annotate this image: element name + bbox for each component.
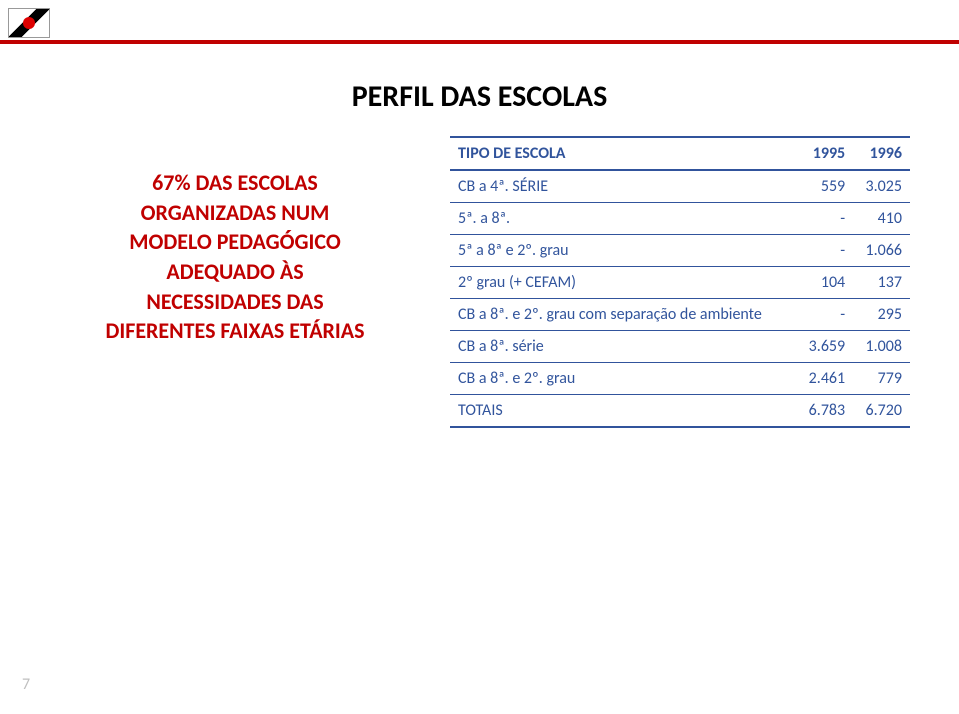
- cell-1995: 559: [796, 170, 853, 203]
- table-row-totals: TOTAIS 6.783 6.720: [450, 395, 910, 428]
- table-row: CB a 8ª. série 3.659 1.008: [450, 331, 910, 363]
- cell-1996: 410: [853, 203, 910, 235]
- state-flag-logo: [8, 8, 50, 38]
- cell-1995: -: [796, 299, 853, 331]
- col-header-1996: 1996: [853, 137, 910, 170]
- table-row: CB a 8ª. e 2º. grau 2.461 779: [450, 363, 910, 395]
- table-row: 5ª. a 8ª. - 410: [450, 203, 910, 235]
- cell-1996: 137: [853, 267, 910, 299]
- cell-type: 5ª a 8ª e 2º. grau: [450, 235, 796, 267]
- page-title: PERFIL DAS ESCOLAS: [0, 78, 959, 115]
- col-header-type: TIPO DE ESCOLA: [450, 137, 796, 170]
- left-line: MODELO PEDAGÓGICO: [70, 227, 400, 257]
- cell-1996: 3.025: [853, 170, 910, 203]
- table-row: CB a 8ª. e 2º. grau com separação de amb…: [450, 299, 910, 331]
- left-line: NECESSIDADES DAS: [70, 287, 400, 317]
- left-line: 67% DAS ESCOLAS: [70, 168, 400, 198]
- cell-type: 2º grau (+ CEFAM): [450, 267, 796, 299]
- cell-1995: -: [796, 203, 853, 235]
- cell-type: CB a 8ª. série: [450, 331, 796, 363]
- table-row: 2º grau (+ CEFAM) 104 137: [450, 267, 910, 299]
- page-number: 7: [22, 675, 30, 694]
- cell-1996: 295: [853, 299, 910, 331]
- cell-1995: 6.783: [796, 395, 853, 428]
- cell-1996: 1.066: [853, 235, 910, 267]
- school-type-table: TIPO DE ESCOLA 1995 1996 CB a 4ª. SÉRIE …: [450, 136, 910, 428]
- cell-1995: 104: [796, 267, 853, 299]
- cell-1995: 3.659: [796, 331, 853, 363]
- table-row: 5ª a 8ª e 2º. grau - 1.066: [450, 235, 910, 267]
- cell-type: TOTAIS: [450, 395, 796, 428]
- cell-1995: 2.461: [796, 363, 853, 395]
- cell-type: CB a 8ª. e 2º. grau: [450, 363, 796, 395]
- left-line: DIFERENTES FAIXAS ETÁRIAS: [70, 316, 400, 346]
- col-header-1995: 1995: [796, 137, 853, 170]
- table-row: CB a 4ª. SÉRIE 559 3.025: [450, 170, 910, 203]
- cell-1995: -: [796, 235, 853, 267]
- cell-1996: 779: [853, 363, 910, 395]
- left-summary-text: 67% DAS ESCOLAS ORGANIZADAS NUM MODELO P…: [70, 168, 400, 346]
- cell-1996: 6.720: [853, 395, 910, 428]
- cell-1996: 1.008: [853, 331, 910, 363]
- cell-type: 5ª. a 8ª.: [450, 203, 796, 235]
- left-line: ORGANIZADAS NUM: [70, 198, 400, 228]
- cell-type: CB a 8ª. e 2º. grau com separação de amb…: [450, 299, 796, 331]
- left-line: ADEQUADO ÀS: [70, 257, 400, 287]
- table-header-row: TIPO DE ESCOLA 1995 1996: [450, 137, 910, 170]
- cell-type: CB a 4ª. SÉRIE: [450, 170, 796, 203]
- header-divider: [0, 40, 959, 44]
